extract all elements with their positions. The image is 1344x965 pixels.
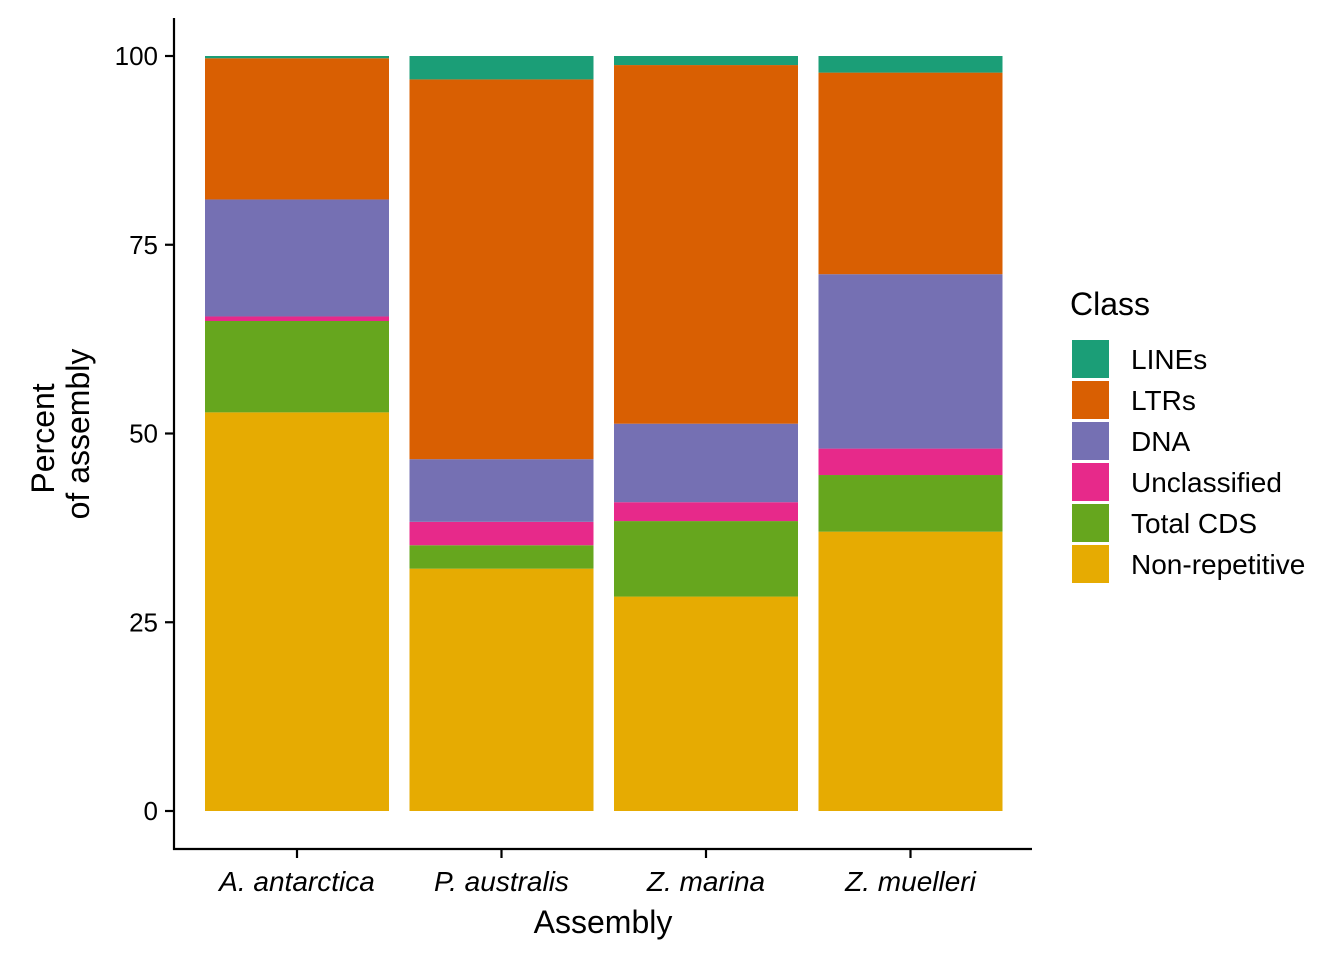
bar-segment [205,199,389,317]
bar-segment [409,56,594,80]
bar-segment [614,56,798,66]
bar-segment [614,423,798,503]
y-axis-ticks: 0 25 50 75 100 [115,41,174,826]
bar-segment [818,475,1003,532]
bar-segment [614,502,798,522]
y-tick-label: 25 [129,607,158,637]
legend-label: DNA [1131,426,1190,457]
bar-segment [409,521,594,546]
x-axis-title: Assembly [534,904,673,940]
y-axis-title-line-2: of assembly [60,349,96,520]
x-tick-label: A. antarctica [217,866,375,897]
bar-stack [409,56,594,811]
x-axis-ticks: A. antarctica P. australis Z. marina Z. mue… [217,849,977,897]
x-tick-label: P. australis [434,866,569,897]
bar-segment [205,412,389,811]
legend-label: LINEs [1131,344,1207,375]
bar-segment [409,568,594,811]
bar-segment [205,56,389,59]
legend-title: Class [1070,286,1150,322]
bar-segment [409,545,594,569]
legend-label: Unclassified [1131,467,1282,498]
x-tick-label: Z. muelleri [844,866,976,897]
y-tick-label: 50 [129,419,158,449]
y-tick-label: 75 [129,230,158,260]
legend-label: Total CDS [1131,508,1257,539]
legend: Class LINEs LTRs DNA Unclassified Total CDS N… [1070,286,1305,583]
bar-segment [818,274,1003,449]
bar-segment [818,72,1003,275]
bar-segment [205,321,389,413]
bar-segment [205,316,389,322]
bars-layer [205,56,1003,811]
legend-swatch [1072,504,1109,542]
bar-segment [818,56,1003,73]
bar-stack [614,56,798,811]
bar-segment [409,459,594,522]
x-tick-label: Z. marina [646,866,765,897]
bar-segment [614,596,798,811]
bar-stack [205,56,389,811]
legend-swatch [1072,340,1109,378]
bar-segment [818,448,1003,476]
legend-label: Non-repetitive [1131,549,1305,580]
y-tick-label: 0 [144,796,158,826]
legend-swatch [1072,381,1109,419]
bar-segment [614,521,798,597]
bar-segment [205,58,389,200]
legend-label: LTRs [1131,385,1196,416]
bar-segment [614,65,798,424]
y-axis-title-line-1: Percent [25,383,61,493]
y-tick-label: 100 [115,41,158,71]
bar-stack [818,56,1003,811]
bar-segment [818,531,1003,811]
legend-swatch [1072,463,1109,501]
bar-segment [409,79,594,460]
legend-swatch [1072,545,1109,583]
y-axis-title: Percent of assembly [25,349,96,520]
legend-swatch [1072,422,1109,460]
